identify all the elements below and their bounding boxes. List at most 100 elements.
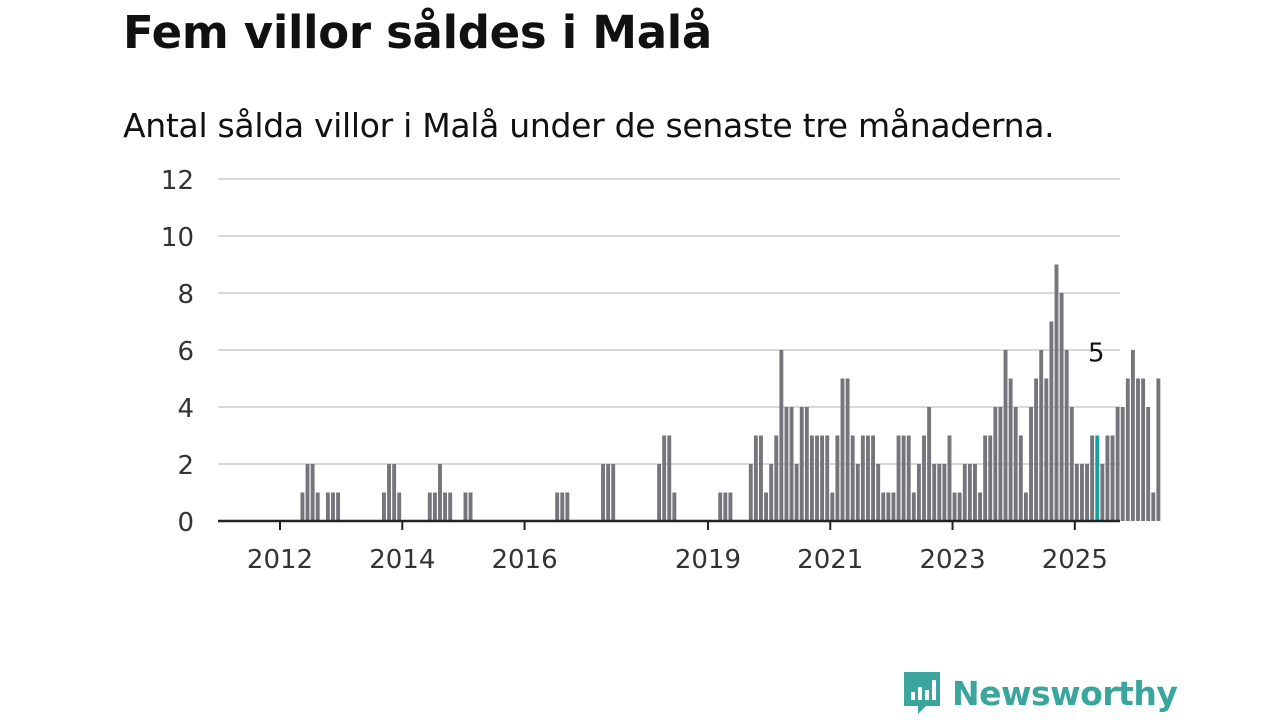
bar bbox=[911, 492, 916, 521]
y-axis-ticks: 0 2 4 6 8 10 12 bbox=[161, 166, 194, 538]
annotation: 5 bbox=[1088, 339, 1105, 369]
bar bbox=[387, 464, 391, 521]
newsworthy-logo-icon bbox=[904, 672, 940, 714]
bar bbox=[784, 407, 789, 521]
bar bbox=[748, 464, 753, 521]
bar bbox=[835, 435, 840, 521]
bar bbox=[1151, 492, 1156, 521]
bar bbox=[1136, 378, 1140, 521]
bar bbox=[1059, 293, 1064, 521]
bar bbox=[325, 492, 330, 521]
bar bbox=[769, 464, 774, 521]
bar bbox=[993, 407, 998, 521]
bar bbox=[759, 435, 763, 521]
bar bbox=[331, 492, 335, 521]
bar bbox=[881, 492, 886, 521]
bar bbox=[1049, 321, 1054, 521]
bar bbox=[886, 492, 891, 521]
bar bbox=[397, 492, 402, 521]
bar bbox=[560, 492, 565, 521]
bar bbox=[947, 435, 952, 521]
bar bbox=[932, 464, 937, 521]
bar bbox=[310, 464, 315, 521]
bar bbox=[998, 407, 1003, 521]
bar bbox=[1003, 350, 1008, 521]
bar bbox=[825, 435, 830, 521]
x-tick-label: 2014 bbox=[369, 545, 435, 575]
bar bbox=[427, 492, 432, 521]
bar bbox=[443, 492, 448, 521]
bar bbox=[305, 464, 310, 521]
bar bbox=[962, 464, 967, 521]
bar bbox=[855, 464, 860, 521]
brand: Newsworthy bbox=[902, 670, 1178, 716]
bar bbox=[896, 435, 901, 521]
bar bbox=[448, 492, 453, 521]
bar bbox=[983, 435, 988, 521]
bar bbox=[1029, 407, 1033, 521]
bar bbox=[906, 435, 911, 521]
bar bbox=[382, 492, 386, 521]
bar bbox=[1146, 407, 1151, 521]
bar bbox=[657, 464, 662, 521]
bar bbox=[315, 492, 320, 521]
bar bbox=[1100, 464, 1105, 521]
bar bbox=[764, 492, 769, 521]
bar bbox=[1039, 350, 1044, 521]
bar bbox=[952, 492, 957, 521]
bar bbox=[916, 464, 921, 521]
bar bbox=[1105, 435, 1110, 521]
x-tick-label: 2021 bbox=[797, 545, 863, 575]
bar bbox=[927, 407, 932, 521]
bar bbox=[611, 464, 616, 521]
bar bbox=[463, 492, 468, 521]
bar bbox=[978, 492, 983, 521]
bar bbox=[1069, 407, 1074, 521]
bar bbox=[901, 435, 906, 521]
bar bbox=[1141, 378, 1146, 521]
bar bbox=[438, 464, 442, 521]
bar bbox=[876, 464, 881, 521]
bar bbox=[988, 435, 993, 521]
bar bbox=[336, 492, 341, 521]
bar bbox=[922, 435, 926, 521]
bar bbox=[779, 350, 784, 521]
bar bbox=[1125, 378, 1130, 521]
bar bbox=[1064, 350, 1069, 521]
bar bbox=[606, 464, 611, 521]
bar bbox=[667, 435, 672, 521]
bar bbox=[866, 435, 870, 521]
bar bbox=[942, 464, 947, 521]
chart-subtitle: Antal sålda villor i Malå under de senas… bbox=[123, 106, 1055, 145]
bar bbox=[753, 435, 758, 521]
x-axis: 2012 2014 2016 2019 2021 2023 2025 bbox=[218, 519, 1120, 575]
bar bbox=[845, 378, 850, 521]
x-tick-label: 2016 bbox=[491, 545, 557, 575]
bar bbox=[799, 407, 804, 521]
bar bbox=[967, 464, 972, 521]
bar bbox=[1090, 435, 1095, 521]
bar bbox=[1085, 464, 1089, 521]
bar bbox=[728, 492, 733, 521]
bar bbox=[468, 492, 473, 521]
bar bbox=[392, 464, 397, 521]
bar bbox=[891, 492, 896, 521]
y-tick-label: 0 bbox=[177, 508, 194, 538]
bar bbox=[1044, 378, 1049, 521]
bar bbox=[957, 492, 962, 521]
y-tick-label: 6 bbox=[177, 337, 194, 367]
bar bbox=[1018, 435, 1023, 521]
bar bbox=[718, 492, 723, 521]
bar bbox=[850, 435, 855, 521]
y-tick-label: 8 bbox=[177, 280, 194, 310]
bar bbox=[1080, 464, 1084, 521]
bar bbox=[794, 464, 799, 521]
bar bbox=[1074, 464, 1079, 521]
bar bbox=[672, 492, 677, 521]
brand-name: Newsworthy bbox=[952, 673, 1178, 713]
bar bbox=[840, 378, 845, 521]
bar bbox=[815, 435, 819, 521]
annotation-label: 5 bbox=[1088, 339, 1105, 369]
bar bbox=[1156, 378, 1161, 521]
